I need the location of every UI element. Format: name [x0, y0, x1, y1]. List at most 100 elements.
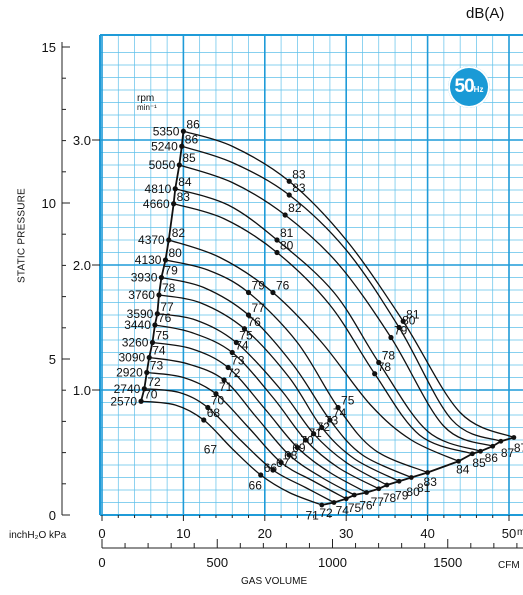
- x-axis-label: GAS VOLUME: [241, 576, 308, 587]
- rpm-curve-2570: [141, 400, 323, 506]
- sound-level-point: [372, 371, 378, 377]
- inch-tick-label: 15: [42, 40, 56, 55]
- sound-level-label: 76: [359, 499, 373, 513]
- sound-level-label: 68: [284, 449, 298, 463]
- x-tick-label: 0: [98, 526, 105, 541]
- sound-level-label: 71: [309, 426, 323, 440]
- cfm-tick-label: 1000: [318, 555, 347, 570]
- rpm-value-label: 3930: [131, 271, 158, 285]
- x-unit-label: m³/min: [517, 527, 523, 538]
- cfm-tick-label: 500: [206, 555, 228, 570]
- sound-level-label: 69: [292, 441, 306, 455]
- sound-level-label: 84: [178, 175, 192, 189]
- sound-level-label: 75: [341, 394, 355, 408]
- sound-level-point: [302, 437, 309, 443]
- sound-level-label: 78: [162, 281, 176, 295]
- sound-level-label: 74: [336, 504, 350, 518]
- rpm-unit-label: min⁻¹: [137, 103, 157, 112]
- sound-level-label: 77: [160, 300, 174, 314]
- rpm-value-label: 4130: [135, 253, 162, 267]
- sound-level-point: [311, 431, 317, 437]
- rpm-curve-3260: [152, 341, 367, 494]
- sound-level-point: [335, 404, 341, 411]
- inch-tick-label: 0: [49, 508, 56, 523]
- sound-level-label: 83: [424, 475, 438, 489]
- rpm-value-label: 2920: [116, 366, 143, 380]
- sound-level-label: 81: [280, 226, 294, 240]
- sound-level-label: 80: [280, 239, 294, 253]
- rpm-value-label: 3760: [128, 288, 155, 302]
- curve-end-point: [343, 496, 349, 502]
- rpm-curve-4660: [173, 203, 473, 455]
- sound-level-label: 74: [152, 344, 166, 358]
- sound-level-label: 78: [382, 349, 396, 363]
- sound-level-point: [229, 349, 235, 356]
- sound-level-label: 68: [207, 406, 221, 420]
- sound-level-label: 83: [177, 190, 191, 204]
- sound-level-label: 77: [371, 495, 385, 509]
- sound-level-label: 83: [292, 181, 306, 195]
- inch-tick-label: 10: [42, 196, 56, 211]
- rpm-value-label: 4370: [138, 233, 165, 247]
- sound-level-label: 72: [319, 506, 333, 520]
- sound-level-label: 73: [231, 354, 245, 368]
- sound-level-point: [400, 318, 406, 324]
- sound-level-point: [286, 192, 292, 198]
- sound-level-label: 72: [227, 366, 241, 380]
- rpm-curve-2920: [146, 371, 347, 500]
- surge-boundary-line: [140, 131, 185, 402]
- curve-end-point: [498, 438, 504, 444]
- sound-level-label: 81: [406, 307, 420, 321]
- curve-end-point: [469, 451, 475, 457]
- sound-level-label: 79: [395, 489, 409, 503]
- rpm-curve-3930: [161, 276, 412, 479]
- sound-level-label: 83: [292, 167, 306, 181]
- frequency-badge-number: 50: [454, 76, 475, 97]
- sound-level-label: 80: [402, 314, 416, 328]
- sound-level-label: 67: [276, 456, 290, 470]
- sound-level-label: 82: [288, 201, 302, 215]
- rpm-value-label: 2740: [114, 382, 141, 396]
- rpm-value-label: 5240: [151, 139, 178, 153]
- sound-level-point: [327, 417, 333, 423]
- rpm-value-label: 3260: [122, 336, 149, 350]
- sound-level-label: 79: [394, 324, 408, 338]
- curve-end-point: [478, 448, 483, 454]
- rpm-curve-3590: [157, 313, 388, 486]
- sound-level-label: 74: [235, 339, 249, 353]
- rpm-curve-3440: [154, 324, 380, 490]
- sound-level-point: [376, 359, 382, 366]
- rpm-value-label: 3090: [119, 351, 146, 365]
- sound-level-point: [233, 339, 239, 346]
- rpm-curve-5240: [181, 145, 502, 442]
- rpm-curve-5050: [179, 164, 493, 447]
- sound-level-point: [286, 452, 292, 458]
- cfm-unit-label: CFM: [498, 560, 520, 571]
- frequency-badge-unit: Hz: [473, 85, 484, 94]
- cfm-tick-label: 1500: [433, 555, 462, 570]
- sound-level-label: 86: [485, 451, 499, 465]
- sound-level-label: 70: [211, 394, 225, 408]
- sound-level-label: 80: [168, 246, 182, 260]
- curve-end-point: [364, 490, 369, 495]
- rpm-value-label: 3440: [124, 318, 151, 332]
- curve-end-point: [511, 435, 517, 440]
- sound-level-label: 87: [501, 446, 515, 460]
- sound-level-label: 86: [186, 117, 200, 131]
- curve-end-point: [319, 502, 325, 508]
- sound-level-point: [245, 312, 252, 318]
- sound-level-label: 75: [348, 501, 362, 515]
- rpm-value-label: 5050: [149, 158, 176, 172]
- sound-level-point: [274, 249, 280, 256]
- rpm-curve-5350: [183, 130, 515, 439]
- curve-end-point: [456, 458, 461, 464]
- sound-level-label: 79: [252, 279, 266, 293]
- sound-level-label: 72: [147, 375, 161, 389]
- sound-level-label: 82: [172, 226, 186, 240]
- sound-level-label: 76: [247, 315, 261, 329]
- sound-level-label: 79: [164, 264, 178, 278]
- sound-level-point: [388, 334, 394, 341]
- rpm-value-label: 4810: [145, 182, 172, 196]
- sound-level-label: 73: [325, 414, 339, 428]
- sound-level-point: [241, 326, 248, 332]
